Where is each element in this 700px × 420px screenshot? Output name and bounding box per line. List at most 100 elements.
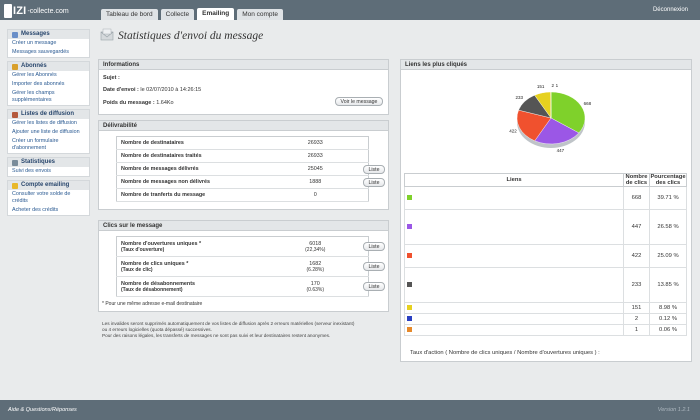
sidebar-item-creer-message[interactable]: Créer un message bbox=[12, 40, 57, 46]
tab-mon-compte[interactable]: Mon compte bbox=[237, 9, 283, 20]
link-clicks: 151 bbox=[623, 302, 650, 314]
row-sublabel: (Taux de clic) bbox=[121, 266, 153, 273]
table-row: Nombre de destinataires traités 26933 bbox=[116, 149, 369, 163]
taux-action: Taux d'action ( Nombre de clics uniques … bbox=[410, 350, 600, 356]
sujet-label: Sujet : bbox=[103, 75, 120, 81]
link-clicks: 422 bbox=[623, 244, 650, 268]
link-clicks: 2 bbox=[623, 313, 650, 325]
sidebar-section-abonnes: Abonnés Gérer les Abonnés Importer des a… bbox=[7, 61, 90, 106]
date-value: le 02/07/2010 à 14:26:15 bbox=[140, 87, 202, 93]
sidebar-item-ajouter-liste[interactable]: Ajouter une liste de diffusion bbox=[12, 129, 80, 135]
link-pct: 13.85 % bbox=[649, 267, 687, 303]
footer: Aide & Questions/Réponses Version 1.2.1 bbox=[0, 400, 700, 420]
poids-label: Poids du message : bbox=[103, 100, 155, 106]
top-bar: IZI -collecte.com Tableau de bord Collec… bbox=[0, 0, 700, 20]
pie-chart: 668 447 422 233 151 2 1 bbox=[509, 83, 592, 153]
liste-clics-button[interactable]: Liste bbox=[363, 262, 385, 271]
row-rate: (0.63%) bbox=[306, 286, 325, 293]
logo[interactable]: IZI -collecte.com bbox=[4, 2, 69, 19]
row-rate: (22,34%) bbox=[305, 246, 326, 253]
sidebar-item-gerer-abonnes[interactable]: Gérer les Abonnés bbox=[12, 72, 57, 78]
logo-sub: -collecte.com bbox=[27, 8, 69, 15]
note-line: Pour des raisons légales, les transferts… bbox=[102, 333, 331, 338]
sidebar-item-importer-abonnes[interactable]: Importer des abonnés bbox=[12, 81, 65, 87]
logout-link[interactable]: Déconnexion bbox=[652, 7, 688, 13]
sidebar-item-acheter-credits[interactable]: Acheter des crédits bbox=[12, 207, 59, 213]
table-row: 422 25.09 % bbox=[403, 244, 687, 268]
row-label: Nombre d'ouvertures uniques * bbox=[121, 240, 202, 247]
link-pct: 0.06 % bbox=[649, 324, 687, 336]
pie-slice bbox=[516, 109, 552, 142]
link-cell[interactable] bbox=[403, 302, 625, 314]
row-label: Nombre de destinataires traités bbox=[116, 149, 271, 163]
pie-label: 1 bbox=[556, 83, 559, 88]
table-row: 2 0.12 % bbox=[403, 313, 687, 325]
row-label: Nombre de tranferts du message bbox=[116, 188, 271, 202]
sidebar: Messages Créer un message Messages sauve… bbox=[7, 29, 90, 219]
link-pct: 26.58 % bbox=[649, 209, 687, 245]
row-label: Nombre de destinataires bbox=[116, 136, 271, 150]
tab-tableau-de-bord[interactable]: Tableau de bord bbox=[101, 9, 158, 20]
row-label: Nombre de désabonnements bbox=[121, 280, 195, 287]
sidebar-title-statistiques: Statistiques bbox=[21, 159, 56, 165]
sidebar-section-messages: Messages Créer un message Messages sauve… bbox=[7, 29, 90, 58]
legend-swatch bbox=[407, 252, 412, 258]
tab-emailing[interactable]: Emailing bbox=[197, 8, 235, 20]
delivrabilite-table: Nombre de destinataires 26933 Nombre de d… bbox=[116, 136, 385, 202]
sidebar-item-champs-supplementaires[interactable]: Gérer les champs supplémentaires bbox=[12, 90, 55, 103]
link-cell[interactable] bbox=[403, 209, 625, 245]
informations-panel: Informations Sujet : Date d'envoi : le 0… bbox=[98, 59, 389, 115]
liens-heading: Liens les plus cliqués bbox=[401, 60, 691, 70]
sidebar-title-messages: Messages bbox=[21, 31, 50, 37]
tab-collecte[interactable]: Collecte bbox=[160, 9, 195, 20]
pie-label: 233 bbox=[516, 95, 524, 100]
date-label: Date d'envoi : bbox=[103, 87, 139, 93]
table-row: Nombre de tranferts du message 0 bbox=[116, 188, 369, 202]
envelope-icon bbox=[12, 31, 18, 38]
row-value: 26933 bbox=[270, 149, 360, 163]
table-row: 233 13.85 % bbox=[403, 267, 687, 303]
note-line: Les invalides seront supprimés automatiq… bbox=[102, 321, 355, 326]
row-value: 170 bbox=[310, 280, 320, 287]
clics-heading: Clics sur le message bbox=[99, 221, 388, 231]
version-text: Version 1.2.1 bbox=[657, 407, 690, 413]
liste-non-delivres-button[interactable]: Liste bbox=[363, 178, 385, 187]
legend-swatch bbox=[407, 194, 412, 200]
row-label: Nombre de messages délivrés bbox=[116, 162, 271, 176]
legend-swatch bbox=[407, 304, 412, 310]
list-icon bbox=[12, 111, 18, 118]
sidebar-item-messages-sauvegardes[interactable]: Messages sauvegardés bbox=[12, 49, 69, 55]
sidebar-item-suivi-envois[interactable]: Suivi des envois bbox=[12, 168, 51, 174]
sidebar-section-statistiques: Statistiques Suivi des envois bbox=[7, 157, 90, 177]
star-icon bbox=[12, 182, 18, 189]
link-cell[interactable] bbox=[403, 324, 625, 336]
note-line: ou 4 erreurs logicielles (quota dépassé)… bbox=[102, 327, 212, 332]
link-clicks: 668 bbox=[623, 186, 650, 210]
link-cell[interactable] bbox=[403, 186, 625, 210]
link-clicks: 1 bbox=[623, 324, 650, 336]
liste-ouvertures-button[interactable]: Liste bbox=[363, 242, 385, 251]
table-row: Nombre d'ouvertures uniques * (Taux d'ouv… bbox=[116, 236, 385, 257]
page-title: Statistiques d'envoi du message bbox=[118, 30, 264, 42]
sidebar-item-creer-formulaire[interactable]: Créer un formulaire d'abonnement bbox=[12, 138, 59, 151]
notes: Les invalides seront supprimés automatiq… bbox=[102, 321, 392, 339]
liste-delivres-button[interactable]: Liste bbox=[363, 165, 385, 174]
sidebar-item-consulter-solde[interactable]: Consulter votre solde de crédits bbox=[12, 191, 71, 204]
link-cell[interactable] bbox=[403, 313, 625, 325]
link-cell[interactable] bbox=[403, 267, 625, 303]
col-liens: Liens bbox=[403, 173, 625, 187]
row-sublabel: (Taux d'ouverture) bbox=[121, 246, 165, 253]
pie-label: 668 bbox=[584, 101, 592, 106]
stats-icon bbox=[12, 159, 18, 166]
delivrabilite-heading: Délivrabilité bbox=[99, 121, 388, 131]
link-pct: 0.12 % bbox=[649, 313, 687, 325]
help-link[interactable]: Aide & Questions/Réponses bbox=[8, 407, 77, 413]
liste-desabonnements-button[interactable]: Liste bbox=[363, 282, 385, 291]
sidebar-section-compte: Compte emailing Consulter votre solde de… bbox=[7, 180, 90, 216]
link-cell[interactable] bbox=[403, 244, 625, 268]
pie-label: 447 bbox=[557, 148, 565, 153]
table-row: 1 0.06 % bbox=[403, 324, 687, 336]
sidebar-item-gerer-listes[interactable]: Gérer les listes de diffusion bbox=[12, 120, 77, 126]
view-message-button[interactable]: Voir le message bbox=[335, 97, 383, 106]
col-nombre-clics: Nombre de clics bbox=[623, 173, 650, 187]
